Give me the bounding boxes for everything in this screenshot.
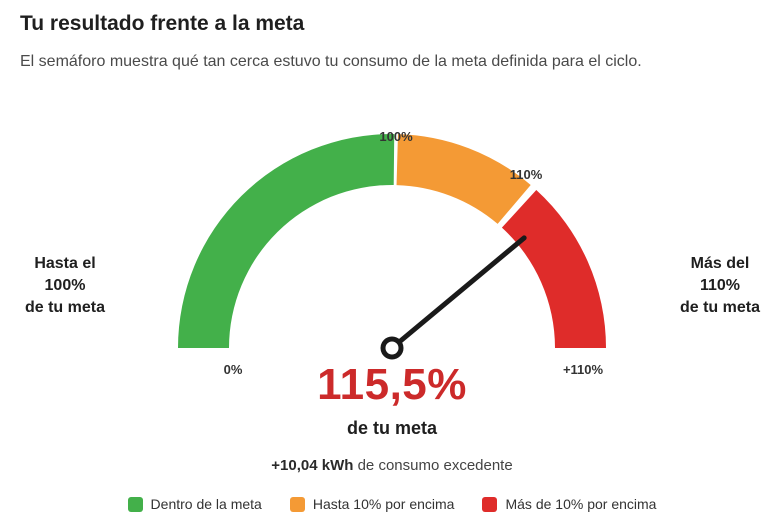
right-zone-label-line: 110% (699, 277, 741, 294)
gauge-label-max: +110% (563, 362, 604, 377)
left-zone-label-line: de tu meta (24, 299, 105, 316)
gauge-needle (389, 235, 527, 351)
left-zone-label-line: Hasta el (34, 255, 96, 272)
gauge-needle-hub (380, 336, 404, 360)
gauge-label-min: 0% (224, 362, 243, 377)
excess-text: de consumo excedente (353, 457, 513, 474)
excess-value: +10,04 kWh (271, 457, 354, 474)
excess-consumption: +10,04 kWh de consumo excedente (192, 457, 592, 474)
legend-swatch-green (127, 496, 143, 512)
legend-label: Hasta 10% por encima (312, 496, 455, 512)
left-zone-label-line: 100% (44, 277, 86, 294)
legend-item: Más de 10% por encima (482, 496, 656, 512)
result-caption: de tu meta (346, 418, 438, 438)
legend-label: Más de 10% por encima (505, 496, 657, 512)
gauge-segment-within-goal (178, 133, 395, 348)
legend-item: Dentro de la meta (127, 496, 262, 512)
legend-swatch-orange (289, 496, 305, 512)
page-subtitle: El semáforo muestra qué tan cerca estuvo… (20, 53, 642, 70)
legend: Dentro de la meta Hasta 10% por encima M… (0, 496, 784, 512)
left-zone-label: Hasta el 100% de tu meta (10, 253, 120, 319)
page-title: Tu resultado frente a la meta (20, 12, 305, 35)
right-zone-label-line: Más del (690, 255, 750, 272)
legend-item: Hasta 10% por encima (289, 496, 455, 512)
legend-label: Dentro de la meta (150, 496, 262, 512)
gauge-segment-up-to-10 (396, 134, 531, 224)
gauge-label-100: 100% (379, 129, 413, 144)
gauge-segment-over-10 (501, 189, 606, 348)
result-percent: 115,5% (317, 360, 467, 409)
gauge-label-110: 110% (510, 167, 543, 182)
legend-swatch-red (482, 496, 498, 512)
right-zone-label-line: de tu meta (679, 299, 760, 316)
right-zone-label: Más del 110% de tu meta (665, 253, 775, 319)
